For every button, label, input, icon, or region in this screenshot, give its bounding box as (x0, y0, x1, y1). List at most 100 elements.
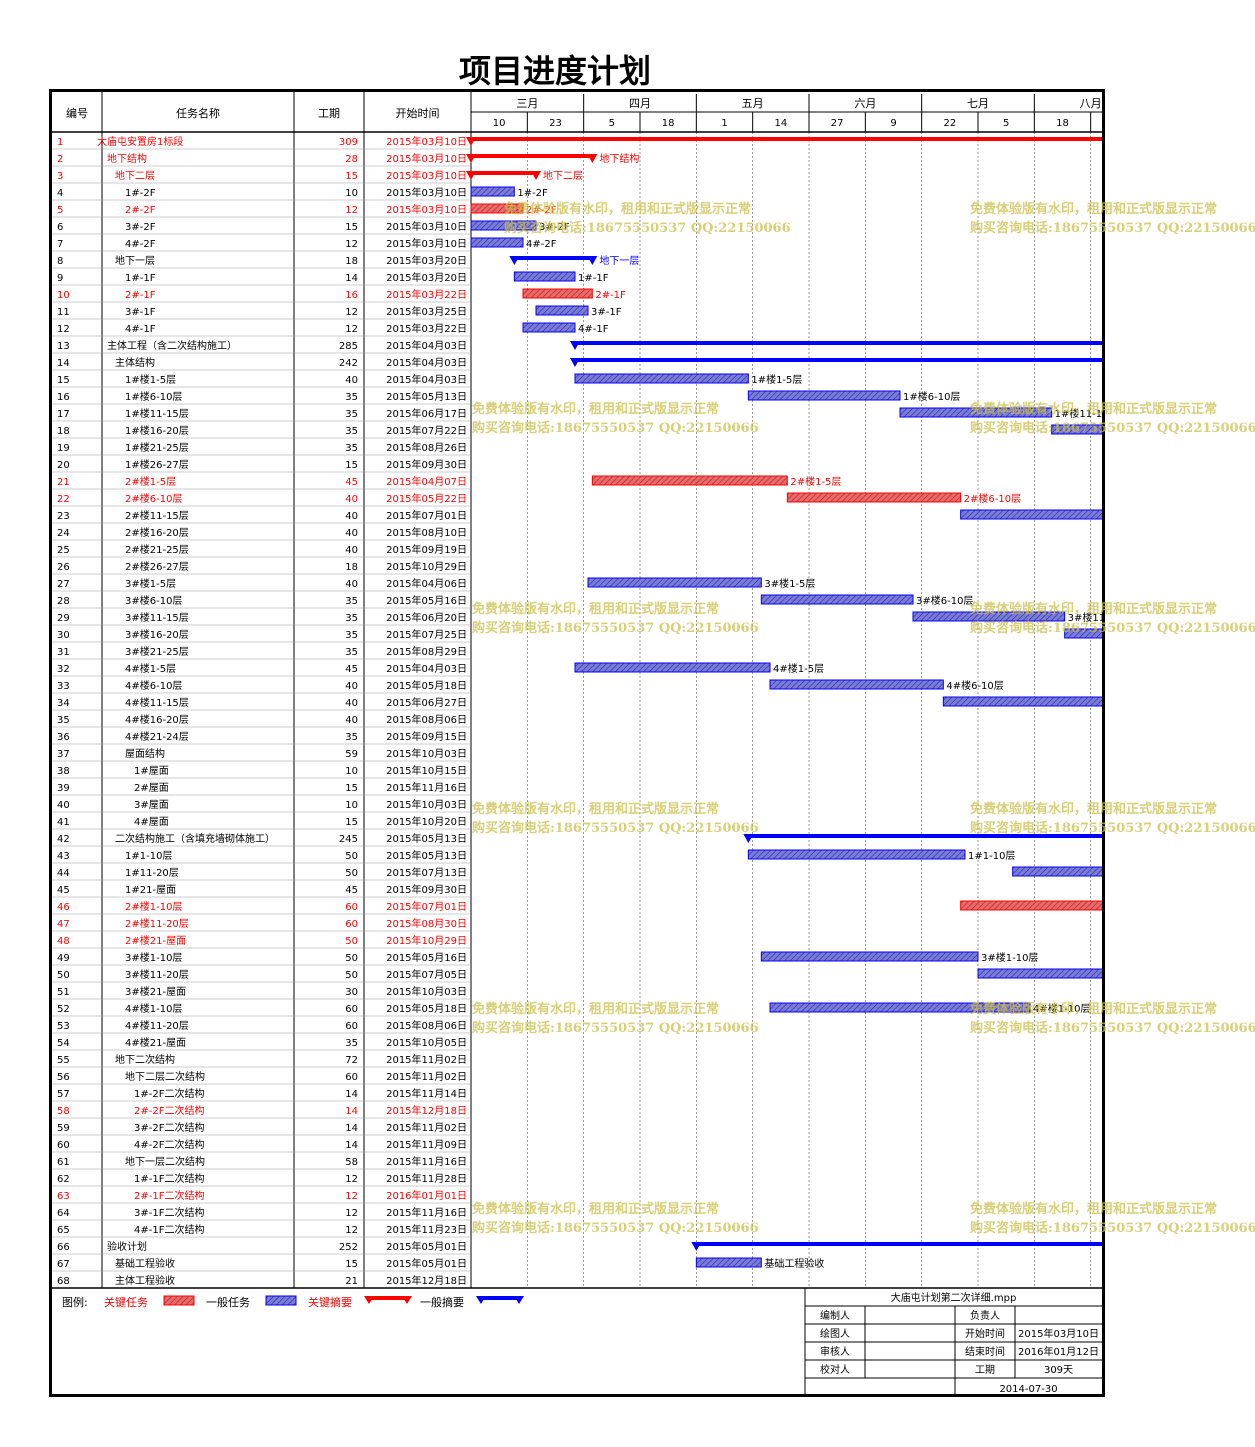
task-name: 1#-2F二次结构 (134, 1087, 204, 1100)
task-duration: 35 (345, 1038, 358, 1049)
month-label: 四月 (629, 97, 651, 110)
task-start: 2015年08月06日 (386, 713, 467, 726)
info-cell: 结束时间 (965, 1345, 1005, 1358)
task-name: 地下二层 (115, 169, 155, 182)
task-name: 大庙屯安置房1标段 (97, 135, 183, 148)
task-id: 22 (57, 494, 70, 505)
task-name: 1#-2F (125, 188, 156, 199)
task-name: 2#楼11-20层 (125, 917, 189, 930)
task-name: 3#楼6-10层 (125, 594, 182, 607)
task-duration: 12 (345, 1174, 358, 1185)
task-start: 2015年03月22日 (386, 322, 467, 335)
bar-label: 3#楼1-5层 (764, 577, 815, 590)
task-bar (522, 288, 593, 299)
task-name: 2#-2F二次结构 (134, 1104, 204, 1117)
task-duration: 60 (345, 1004, 358, 1015)
bar-label: 4#楼1-5层 (773, 662, 824, 675)
task-id: 48 (57, 936, 70, 947)
task-duration: 16 (345, 290, 358, 301)
legend-swatch (265, 1295, 297, 1306)
summary-bar (514, 256, 593, 260)
summary-bar (471, 171, 536, 175)
bar-label: 3#楼1-10层 (981, 951, 1038, 964)
task-start: 2015年07月01日 (386, 509, 467, 522)
legend-text: 关键任务 (104, 1295, 148, 1309)
task-bar (769, 1002, 1031, 1013)
task-start: 2015年11月02日 (386, 1053, 467, 1066)
task-duration: 59 (345, 749, 358, 760)
task-name: 1#楼16-20层 (125, 424, 189, 437)
bar-label: 地下一层 (599, 254, 639, 267)
task-bar (786, 492, 962, 503)
task-id: 43 (57, 851, 70, 862)
task-start: 2015年04月03日 (386, 662, 467, 675)
task-name: 1#-1F二次结构 (134, 1172, 204, 1185)
day-label: 23 (549, 118, 562, 129)
legend-text: 一般摘要 (420, 1295, 464, 1309)
task-id: 38 (57, 766, 70, 777)
task-duration: 35 (345, 409, 358, 420)
task-duration: 14 (345, 1106, 358, 1117)
task-name: 3#楼11-15层 (125, 611, 189, 624)
summary-bar (575, 341, 1102, 345)
month-label: 七月 (967, 97, 989, 110)
task-id: 1 (57, 137, 63, 148)
task-duration: 45 (345, 477, 358, 488)
bar-label: 3#楼11-15层 (1068, 611, 1102, 624)
task-id: 27 (57, 579, 70, 590)
summary-start-marker (466, 154, 476, 163)
task-name: 1#1-10层 (125, 850, 172, 862)
task-name: 1#楼26-27层 (125, 458, 189, 471)
task-id: 55 (57, 1055, 70, 1066)
task-id: 66 (57, 1242, 70, 1253)
task-duration: 12 (345, 1208, 358, 1219)
task-duration: 12 (345, 205, 358, 216)
task-start: 2015年09月30日 (386, 458, 467, 471)
summary-bar (748, 834, 1102, 838)
summary-bar (575, 358, 1102, 362)
bar-label: 基础工程验收 (764, 1257, 824, 1270)
task-duration: 21 (345, 1276, 358, 1287)
task-id: 9 (57, 273, 63, 284)
task-id: 52 (57, 1004, 70, 1015)
task-start: 2015年03月10日 (386, 135, 467, 148)
task-name: 3#-2F (125, 222, 156, 233)
task-duration: 60 (345, 1021, 358, 1032)
info-cell: 309天 (1044, 1365, 1073, 1376)
task-bar (574, 373, 749, 384)
summary-start-marker (570, 358, 580, 367)
task-bar (1064, 628, 1102, 639)
task-id: 26 (57, 562, 70, 573)
task-start: 2015年10月03日 (386, 798, 467, 811)
task-id: 53 (57, 1021, 70, 1032)
task-duration: 40 (345, 528, 358, 539)
task-id: 16 (57, 392, 70, 403)
task-bar (912, 611, 1066, 622)
task-id: 63 (57, 1191, 70, 1202)
task-bar (470, 203, 524, 214)
task-duration: 72 (345, 1055, 358, 1066)
task-id: 20 (57, 460, 70, 471)
task-id: 31 (57, 647, 70, 658)
task-name: 4#楼16-20层 (125, 713, 189, 726)
task-start: 2015年11月23日 (386, 1223, 467, 1236)
task-bar (470, 220, 537, 231)
task-name: 1#11-20层 (125, 867, 179, 879)
task-id: 42 (57, 834, 70, 845)
task-duration: 14 (345, 1140, 358, 1151)
task-start: 2015年11月09日 (386, 1138, 467, 1151)
task-name: 3#楼21-屋面 (125, 985, 186, 998)
task-bar (695, 1257, 762, 1268)
month-label: 三月 (516, 97, 538, 110)
bar-label: 4#-2F (526, 239, 557, 250)
task-duration: 14 (345, 1089, 358, 1100)
task-name: 二次结构施工（含填充墙砌体施工） (115, 832, 275, 845)
task-duration: 60 (345, 902, 358, 913)
task-duration: 10 (345, 766, 358, 777)
bar-label: 1#-1F (578, 273, 609, 284)
task-duration: 40 (345, 698, 358, 709)
legend-swatch-marker (514, 1296, 524, 1304)
task-start: 2015年06月17日 (386, 407, 467, 420)
task-start: 2015年07月01日 (386, 900, 467, 913)
task-start: 2015年05月13日 (386, 832, 467, 845)
